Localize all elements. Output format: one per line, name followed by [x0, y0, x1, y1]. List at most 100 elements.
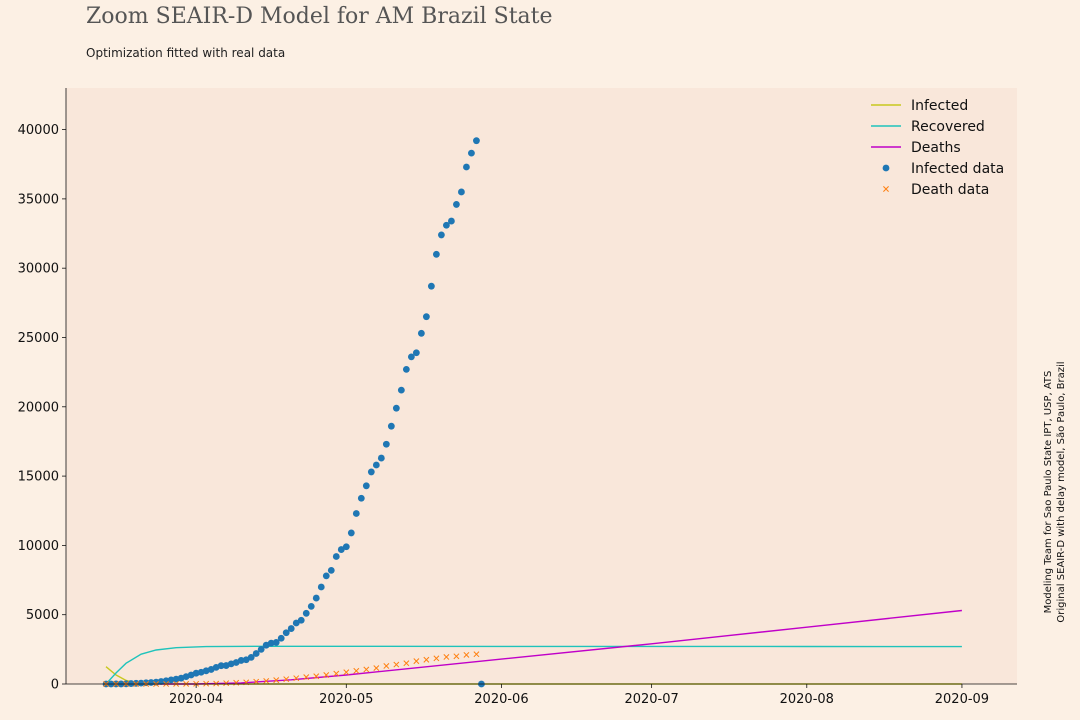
- infected-data-point: [407, 353, 415, 361]
- death-data-point: [213, 680, 220, 687]
- infected-data-point: [392, 404, 400, 412]
- infected-data-point: [322, 572, 330, 580]
- infected-data-point: [432, 250, 440, 258]
- infected-data-point: [237, 657, 245, 664]
- death-data-point: [223, 680, 230, 687]
- death-data-point: [403, 660, 410, 667]
- infected-data-point: [327, 566, 335, 574]
- infected-data-point: [468, 149, 475, 157]
- x-tick-label: 2020-08: [780, 692, 834, 707]
- chart-title: Zoom SEAIR-D Model for AM Brazil State: [86, 4, 553, 29]
- infected-data-point: [463, 163, 470, 171]
- infected-data-point: [422, 313, 430, 321]
- infected-data-point: [387, 422, 395, 430]
- infected-data-point: [257, 645, 265, 653]
- y-tick-label: 20000: [18, 400, 59, 415]
- x-tick-label: 2020-07: [624, 692, 678, 707]
- infected-data-point: [277, 634, 285, 642]
- infected-data-point: [443, 221, 450, 229]
- y-tick-label: 25000: [18, 331, 59, 346]
- infected-data-point: [453, 201, 460, 208]
- infected-data-point: [297, 616, 305, 624]
- infected-data-point: [402, 365, 410, 373]
- infected-data-point: [137, 679, 145, 687]
- infected-data-point: [142, 679, 150, 687]
- death-data-point: [433, 655, 440, 662]
- infected-data-point: [342, 543, 350, 551]
- legend-label: Infected data: [911, 161, 1004, 177]
- infected-data-point: [412, 349, 420, 357]
- infected-data-point: [217, 662, 225, 670]
- infected-data-point: [267, 639, 275, 647]
- death-data-point: [373, 665, 380, 672]
- axes-layer: 0 5000 10000 15000 20000 25000 30000 35000 40000…: [18, 88, 1017, 707]
- infected-data-point: [427, 282, 435, 290]
- death-data-point: [473, 651, 480, 658]
- death-data-point: [313, 673, 320, 680]
- infected-data-point: [473, 137, 480, 145]
- y-tick-label: 30000: [18, 262, 59, 277]
- infected-data-point: [417, 329, 425, 337]
- x-tick-label: 2020-05: [319, 692, 373, 707]
- death-data-point: [363, 666, 370, 673]
- death-data-point: [393, 661, 400, 668]
- death-data-point: [233, 679, 240, 686]
- infected-data-point: [382, 440, 390, 448]
- chart-legend: Infected Recovered Deaths Infected data Deat…: [871, 98, 1004, 198]
- infected-data-point: [362, 482, 370, 490]
- infected-data-point: [302, 609, 310, 617]
- y-tick-label: 35000: [18, 192, 59, 207]
- series-line-recovered: [105, 645, 962, 685]
- death-data-point: [273, 677, 280, 684]
- infected-data-point: [357, 494, 365, 502]
- y-tick-label: 5000: [26, 608, 59, 623]
- death-data-point: [323, 672, 330, 678]
- legend-label: Infected: [911, 98, 968, 114]
- infected-data-point: [397, 386, 405, 394]
- legend-label: Deaths: [911, 140, 961, 156]
- death-data-point: [263, 677, 270, 684]
- death-data-point: [293, 675, 300, 682]
- infected-data-point: [317, 583, 325, 591]
- plot-area: [66, 88, 1017, 684]
- infected-data-point: [377, 454, 385, 462]
- death-data-point: [333, 670, 340, 677]
- death-data-point: [463, 651, 470, 658]
- infected-data-point: [167, 676, 175, 684]
- death-data-point: [283, 676, 290, 683]
- death-data-point: [353, 667, 360, 674]
- infected-data-point: [332, 553, 340, 560]
- infected-data-point: [307, 602, 315, 610]
- x-tick-label: 2020-04: [169, 692, 223, 707]
- infected-data-point: [437, 231, 445, 239]
- infected-data-point: [352, 510, 360, 517]
- legend-label: Death data: [911, 182, 989, 198]
- infected-data-point: [127, 680, 135, 687]
- x-tick-label: 2020-09: [935, 692, 989, 707]
- infected-data-point: [347, 529, 355, 537]
- infected-data-point: [448, 217, 455, 225]
- chart-subtitle: Optimization fitted with real data: [86, 46, 286, 60]
- infected-data-point: [458, 188, 465, 196]
- infected-data-point: [367, 468, 375, 476]
- death-data-point: [443, 654, 450, 660]
- infected-data-point: [247, 653, 255, 661]
- infected-data-point: [157, 678, 165, 685]
- death-data-point: [423, 656, 430, 663]
- death-data-point: [253, 678, 260, 685]
- death-data-point: [413, 658, 420, 665]
- x-tick-label: 2020-06: [474, 692, 528, 707]
- legend-swatch: [882, 164, 890, 172]
- infected-data-point: [337, 546, 345, 553]
- legend-label: Recovered: [911, 119, 985, 135]
- death-data-point: [303, 674, 310, 681]
- infected-data-point: [252, 650, 260, 657]
- death-data-point: [343, 669, 350, 676]
- infected-data-point: [312, 594, 320, 602]
- death-data-point: [383, 663, 390, 669]
- y-tick-label: 40000: [18, 123, 59, 138]
- y-tick-label: 0: [51, 678, 59, 693]
- death-data-point: [453, 653, 460, 660]
- y-tick-label: 10000: [18, 539, 59, 554]
